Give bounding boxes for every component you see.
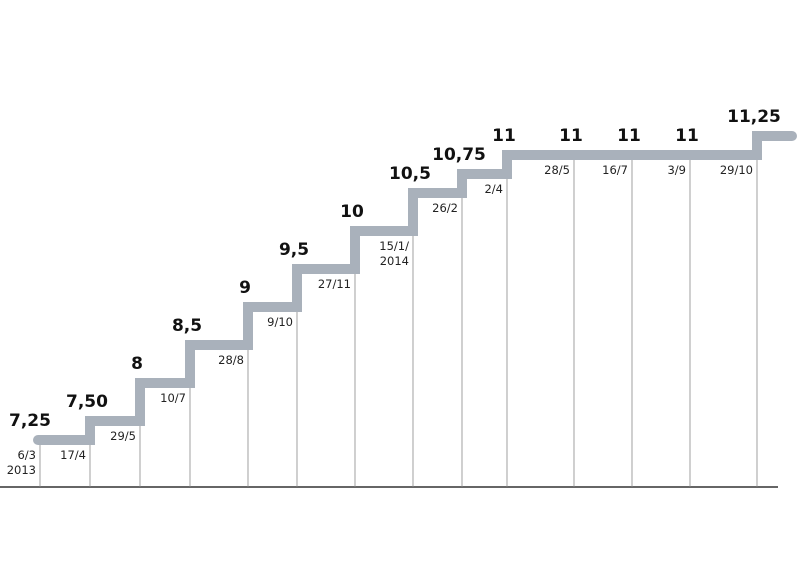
value-label: 8 [131,354,143,374]
value-label: 10 [340,202,364,222]
value-label: 11 [492,126,516,146]
date-label: 29/5 [110,429,136,443]
value-label: 11 [617,126,641,146]
date-label: 28/8 [218,353,244,367]
date-label: 6/3 2013 [7,448,36,477]
value-label: 8,5 [172,316,202,336]
date-label: 2/4 [484,182,503,196]
value-label: 10,75 [432,145,486,165]
value-label: 7,25 [9,411,51,431]
date-label: 28/5 [544,163,570,177]
date-label: 29/10 [720,163,753,177]
date-label: 3/9 [667,163,686,177]
date-label: 17/4 [60,448,86,462]
value-label: 10,5 [389,164,431,184]
date-label: 10/7 [160,391,186,405]
value-label: 9 [239,278,251,298]
date-label: 26/2 [432,201,458,215]
date-label: 15/1/2014 [379,239,409,268]
value-label: 11 [559,126,583,146]
date-label: 9/10 [267,315,293,329]
date-label: 16/7 [602,163,628,177]
date-label: 27/11 [318,277,351,291]
value-label: 7,50 [66,392,108,412]
value-label: 11,25 [727,107,781,127]
value-label: 11 [675,126,699,146]
value-label: 9,5 [279,240,309,260]
